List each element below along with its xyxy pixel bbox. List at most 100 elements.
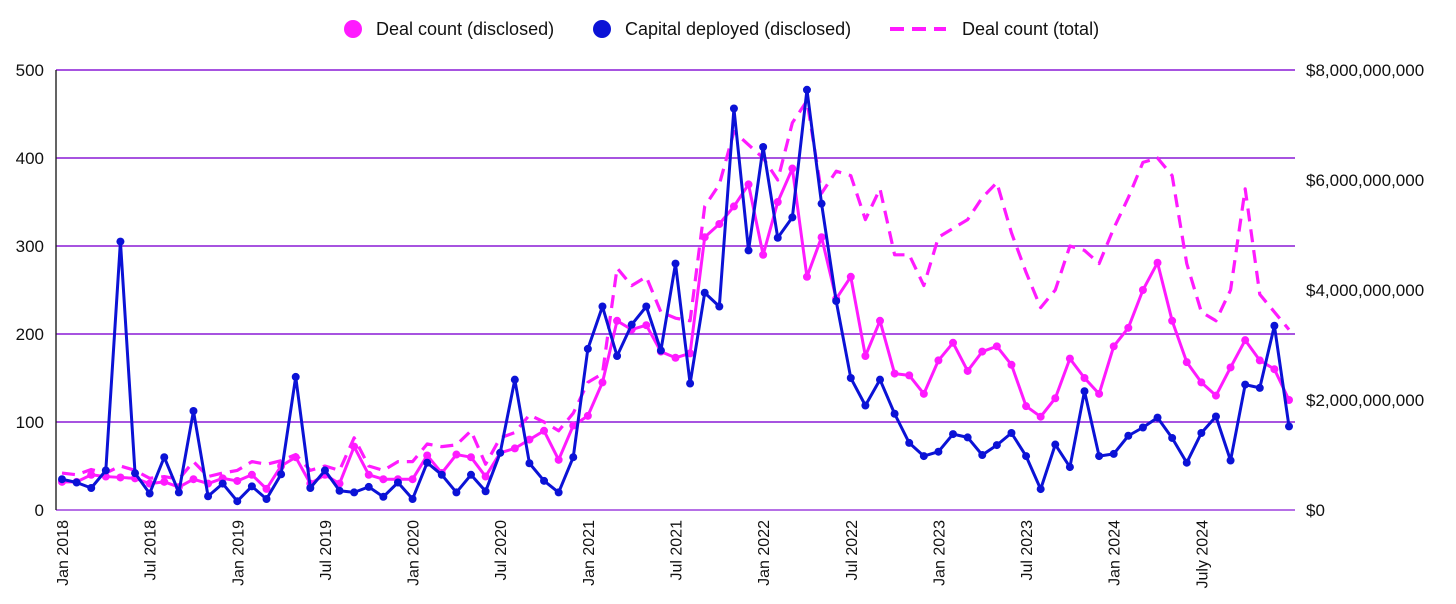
data-point-capital-deployed <box>1182 458 1191 467</box>
data-point-capital-deployed <box>759 143 768 151</box>
data-point-capital-deployed <box>291 372 300 381</box>
data-point-capital-deployed <box>978 451 987 459</box>
data-point-deal-count-disclosed <box>671 353 680 362</box>
x-tick-label: Jul 2023 <box>1019 520 1036 581</box>
data-point-capital-deployed <box>627 320 636 329</box>
data-point-capital-deployed <box>642 302 651 311</box>
data-point-deal-count-disclosed <box>1211 391 1220 400</box>
data-point-capital-deployed <box>1138 423 1147 432</box>
series-line-capital-deployed <box>61 88 1291 503</box>
data-point-capital-deployed <box>277 470 286 479</box>
data-point-capital-deployed <box>437 470 446 479</box>
series-line-deal-count-disclosed <box>62 167 1291 491</box>
y-axis-left: 0 100 200 300 400 500 <box>16 61 44 520</box>
y-left-tick-label: 500 <box>16 61 44 80</box>
data-point-deal-count-disclosed <box>919 389 928 398</box>
data-point-deal-count-disclosed <box>642 321 651 330</box>
data-point-deal-count-disclosed <box>423 451 432 460</box>
data-point-deal-count-disclosed <box>408 475 417 484</box>
y-right-tick-label: $6,000,000,000 <box>1306 171 1424 190</box>
data-point-capital-deployed <box>876 375 884 384</box>
data-point-deal-count-disclosed <box>1241 336 1250 345</box>
data-point-capital-deployed <box>686 379 695 388</box>
x-tick-label: Jul 2022 <box>844 520 861 581</box>
legend-label-deal-disclosed: Deal count (disclosed) <box>376 19 554 39</box>
data-point-capital-deployed <box>788 213 797 222</box>
x-tick-label: Jan 2022 <box>756 520 773 586</box>
data-point-capital-deployed <box>715 302 724 311</box>
data-point-capital-deployed <box>408 495 417 503</box>
data-point-deal-count-disclosed <box>1285 396 1293 404</box>
data-point-capital-deployed <box>905 438 914 447</box>
data-point-capital-deployed <box>1007 429 1016 437</box>
data-point-deal-count-disclosed <box>1022 402 1031 411</box>
data-point-deal-count-disclosed <box>1124 323 1133 332</box>
data-point-capital-deployed <box>1226 456 1235 465</box>
data-point-capital-deployed <box>963 433 972 442</box>
data-point-capital-deployed <box>1022 452 1031 461</box>
data-point-capital-deployed <box>1285 422 1293 431</box>
data-point-capital-deployed <box>87 484 96 492</box>
data-point-deal-count-disclosed <box>160 477 169 486</box>
data-point-deal-count-disclosed <box>233 476 242 485</box>
data-point-deal-count-disclosed <box>1095 389 1104 398</box>
data-point-capital-deployed <box>189 407 198 415</box>
data-point-deal-count-disclosed <box>87 470 96 479</box>
legend-label-capital: Capital deployed (disclosed) <box>625 19 851 39</box>
data-point-deal-count-disclosed <box>189 475 198 484</box>
legend-marker-capital <box>593 20 611 38</box>
data-point-capital-deployed <box>569 453 578 462</box>
data-point-capital-deployed <box>773 233 782 242</box>
x-tick-label: Jan 2018 <box>55 520 72 586</box>
data-point-deal-count-disclosed <box>1168 316 1177 325</box>
data-point-capital-deployed <box>101 466 110 475</box>
data-point-capital-deployed <box>992 441 1001 450</box>
data-point-deal-count-disclosed <box>890 369 899 378</box>
data-point-deal-count-disclosed <box>1080 374 1089 382</box>
data-point-capital-deployed <box>1270 321 1279 330</box>
x-axis: Jan 2018 Jul 2018 Jan 2019 Jul 2019 Jan 2020… <box>55 520 1211 589</box>
y-left-tick-label: 400 <box>16 149 44 168</box>
data-point-deal-count-disclosed <box>598 378 607 387</box>
data-point-deal-count-disclosed <box>700 233 709 242</box>
data-point-capital-deployed <box>1109 449 1118 458</box>
plot-area <box>58 85 1293 506</box>
x-tick-label: Jan 2020 <box>406 520 423 586</box>
data-point-deal-count-disclosed <box>715 220 724 228</box>
data-point-deal-count-disclosed <box>1007 360 1016 369</box>
data-point-deal-count-disclosed <box>744 180 753 189</box>
legend-marker-deal-disclosed <box>344 20 362 38</box>
data-point-capital-deployed <box>452 488 461 497</box>
data-point-capital-deployed <box>467 470 475 479</box>
data-point-deal-count-disclosed <box>350 442 359 451</box>
data-point-capital-deployed <box>116 237 125 246</box>
data-point-capital-deployed <box>364 482 373 491</box>
data-point-capital-deployed <box>510 375 519 384</box>
data-point-capital-deployed <box>262 495 271 503</box>
data-point-capital-deployed <box>423 458 432 467</box>
data-point-capital-deployed <box>481 487 490 496</box>
y-right-tick-label: $2,000,000,000 <box>1306 391 1424 410</box>
data-point-capital-deployed <box>802 85 811 94</box>
data-point-capital-deployed <box>1080 387 1089 396</box>
y-right-tick-label: $8,000,000,000 <box>1306 61 1424 80</box>
data-point-deal-count-disclosed <box>116 473 125 482</box>
data-point-deal-count-disclosed <box>846 272 855 281</box>
data-point-capital-deployed <box>72 478 81 487</box>
data-point-capital-deployed <box>306 484 315 492</box>
data-point-deal-count-disclosed <box>788 164 797 173</box>
data-point-capital-deployed <box>1051 440 1060 449</box>
data-point-deal-count-disclosed <box>992 342 1001 351</box>
data-point-capital-deployed <box>58 475 66 484</box>
series-line-deal-count-total <box>61 99 1291 481</box>
data-point-capital-deployed <box>233 497 242 506</box>
data-point-deal-count-disclosed <box>729 202 738 211</box>
data-point-capital-deployed <box>335 486 344 495</box>
data-point-capital-deployed <box>613 352 622 360</box>
data-point-deal-count-disclosed <box>1255 356 1264 365</box>
data-point-capital-deployed <box>949 430 958 439</box>
data-point-capital-deployed <box>174 488 183 497</box>
data-point-deal-count-disclosed <box>978 347 987 356</box>
data-point-capital-deployed <box>320 466 329 475</box>
data-point-capital-deployed <box>934 447 943 456</box>
